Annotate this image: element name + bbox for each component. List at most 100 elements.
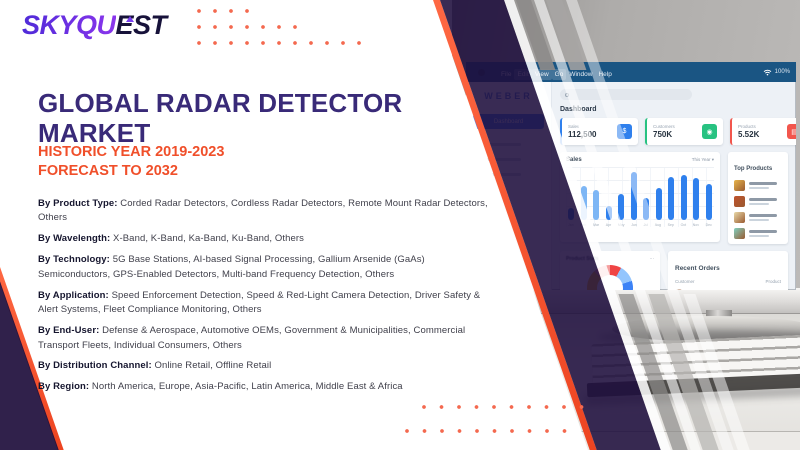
month-label: Jan bbox=[568, 223, 574, 227]
bar-feb bbox=[580, 186, 587, 220]
bar-jan bbox=[568, 208, 574, 220]
bar-apr bbox=[605, 206, 612, 220]
wifi-icon bbox=[763, 69, 771, 75]
product-sub-bar bbox=[749, 234, 769, 238]
menubar-item-file[interactable]: File bbox=[501, 71, 512, 78]
menubar-status: 100% bbox=[763, 69, 790, 76]
product-thumbnail bbox=[734, 212, 745, 223]
top-products-card: Top Products bbox=[728, 152, 788, 244]
donut-chart bbox=[587, 265, 633, 290]
col-customer: Customer bbox=[675, 279, 695, 284]
menubar-items: File Edit View Go Window Help bbox=[498, 63, 615, 81]
stat-label: Sales bbox=[568, 124, 580, 129]
col-product: Product bbox=[765, 279, 781, 284]
search-icon bbox=[565, 92, 569, 97]
stat-card-customers: Customers 750K ◉ bbox=[645, 118, 723, 145]
more-options-icon[interactable]: ⋯ bbox=[649, 256, 655, 261]
year-filter-dropdown[interactable]: This Year ▾ bbox=[691, 157, 714, 162]
menubar-item-view[interactable]: View bbox=[531, 69, 552, 80]
top-product-row[interactable] bbox=[734, 180, 782, 191]
stat-card-products: Products 5.52K ▤ bbox=[730, 118, 796, 145]
recent-orders-title: Recent Orders bbox=[675, 265, 720, 272]
bar-oct bbox=[680, 175, 687, 220]
sidebar-item-label-bar bbox=[485, 143, 521, 146]
sidebar-item-dashboard[interactable]: Dashboard bbox=[473, 114, 544, 129]
dot-grid-bottom-row2 bbox=[404, 428, 580, 434]
dot-grid-top-row3 bbox=[196, 40, 372, 46]
donut-title: Product Stats bbox=[566, 256, 599, 262]
month-label: Dec bbox=[705, 223, 712, 227]
window-control-dot[interactable] bbox=[478, 68, 485, 76]
top-product-row[interactable] bbox=[734, 196, 782, 207]
month-label: Feb bbox=[580, 223, 587, 227]
product-text-lines bbox=[749, 197, 777, 206]
product-thumbnail bbox=[734, 228, 745, 239]
bar-mar bbox=[593, 190, 600, 220]
chart-title: Sales bbox=[566, 157, 582, 163]
stat-label: Products bbox=[738, 124, 756, 129]
month-label: Oct bbox=[680, 223, 687, 227]
stat-card-sales: Sales 112,500 $ bbox=[560, 118, 638, 145]
sales-chart-card: Sales This Year ▾ Jan Feb Mar Apr May Jun Jul A… bbox=[560, 152, 720, 242]
stat-icon: ◉ bbox=[702, 124, 717, 139]
bar-jun bbox=[630, 172, 637, 220]
product-sub-bar bbox=[749, 186, 769, 190]
stat-text: Products 5.52K bbox=[738, 124, 759, 139]
sidebar-active-label: Dashboard bbox=[493, 118, 524, 125]
month-label: Nov bbox=[692, 223, 699, 227]
stat-label: Customers bbox=[653, 124, 675, 129]
order-row[interactable]: Corrine AulkiPhone 12 Pro bbox=[675, 289, 781, 290]
os-menubar: File Edit View Go Window Help 100% bbox=[466, 62, 796, 82]
stat-value: 112,500 bbox=[568, 130, 597, 139]
stat-text: Sales 112,500 bbox=[568, 124, 596, 139]
dot-grid-top-row1 bbox=[196, 8, 260, 14]
stat-icon: ▤ bbox=[787, 124, 796, 139]
stat-value: 5.52K bbox=[738, 130, 760, 139]
menubar-item-help[interactable]: Help bbox=[598, 71, 612, 78]
avatar bbox=[675, 289, 683, 290]
bar-dec bbox=[705, 184, 712, 220]
bar-series bbox=[568, 167, 712, 220]
battery-percent: 100% bbox=[774, 69, 790, 75]
search-input[interactable] bbox=[560, 89, 692, 100]
product-text-lines bbox=[749, 213, 777, 222]
product-sub-bar bbox=[749, 202, 769, 206]
stat-text: Customers 750K bbox=[653, 124, 675, 139]
x-axis-labels: Jan Feb Mar Apr May Jun Jul Aug Sep Oct Nov Dec bbox=[568, 223, 712, 227]
product-stats-card: Product Stats ⋯ OrdersPendingDelivered bbox=[560, 251, 660, 290]
top-product-row[interactable] bbox=[734, 212, 782, 223]
month-label: Aug bbox=[654, 223, 661, 227]
dot-grid-bottom-row1 bbox=[421, 404, 597, 410]
stat-cards: Sales 112,500 $ Customers 750K ◉ Products 5.52K… bbox=[560, 118, 796, 145]
month-label: Jun bbox=[631, 223, 637, 227]
bar-chart: Jan Feb Mar Apr May Jun Jul Aug Sep Oct Nov Dec bbox=[566, 167, 714, 227]
product-name-bar bbox=[749, 181, 777, 185]
menubar-item-go[interactable]: Go bbox=[551, 69, 567, 80]
menubar-item-edit[interactable]: Edit bbox=[514, 69, 532, 80]
month-label: Jul bbox=[643, 223, 649, 227]
stat-value: 750K bbox=[653, 130, 673, 139]
product-text-lines bbox=[749, 229, 777, 238]
product-text-lines bbox=[749, 181, 777, 190]
bar-aug bbox=[655, 188, 662, 220]
menubar-item-window[interactable]: Window bbox=[569, 71, 593, 78]
bar-sep bbox=[668, 177, 675, 220]
top-products-list bbox=[734, 180, 782, 239]
product-thumbnail bbox=[734, 180, 745, 191]
product-name-bar bbox=[749, 229, 777, 233]
product-thumbnail bbox=[734, 196, 745, 207]
top-products-title: Top Products bbox=[734, 166, 773, 172]
dot-grid-top-row2 bbox=[196, 24, 308, 30]
dashboard-main: Dashboard Sales 112,500 $ Customers 750K ◉ Pro… bbox=[552, 82, 796, 290]
recent-orders-card: Recent Orders Customer Product Corrine A… bbox=[668, 251, 788, 290]
top-product-row[interactable] bbox=[734, 228, 782, 239]
page-title: Dashboard bbox=[560, 106, 597, 113]
sidebar-brand: WEBER bbox=[484, 91, 533, 101]
month-label: Mar bbox=[593, 223, 600, 227]
bar-nov bbox=[693, 178, 700, 220]
bar-jul bbox=[643, 198, 650, 220]
product-name-bar bbox=[749, 213, 777, 217]
orders-list: Corrine AulkiPhone 12 ProAurora SnellRed… bbox=[675, 289, 781, 290]
product-name-bar bbox=[749, 197, 777, 201]
